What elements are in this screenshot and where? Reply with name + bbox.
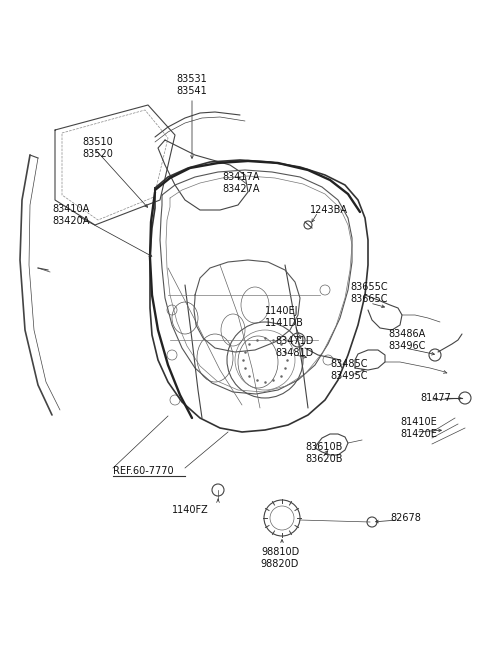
Text: 1140FZ: 1140FZ [172, 505, 208, 515]
Text: 83485C
83495C: 83485C 83495C [330, 359, 368, 381]
Text: 83471D
83481D: 83471D 83481D [275, 336, 313, 358]
Text: 1140EJ
1141DB: 1140EJ 1141DB [265, 306, 304, 328]
Text: 82678: 82678 [390, 513, 421, 523]
Text: 83655C
83665C: 83655C 83665C [350, 282, 388, 304]
Text: 81477: 81477 [420, 393, 451, 403]
Text: 83510
83520: 83510 83520 [82, 137, 113, 159]
Text: 83610B
83620B: 83610B 83620B [305, 442, 343, 464]
Text: 83531
83541: 83531 83541 [177, 75, 207, 96]
Text: REF.60-7770: REF.60-7770 [113, 466, 174, 476]
Text: 98810D
98820D: 98810D 98820D [261, 547, 299, 569]
Text: 1243BA: 1243BA [310, 205, 348, 215]
Text: 83486A
83496C: 83486A 83496C [388, 329, 425, 351]
Text: 83410A
83420A: 83410A 83420A [52, 204, 89, 226]
Text: 83417A
83427A: 83417A 83427A [222, 172, 260, 194]
Text: 81410E
81420E: 81410E 81420E [400, 417, 437, 439]
